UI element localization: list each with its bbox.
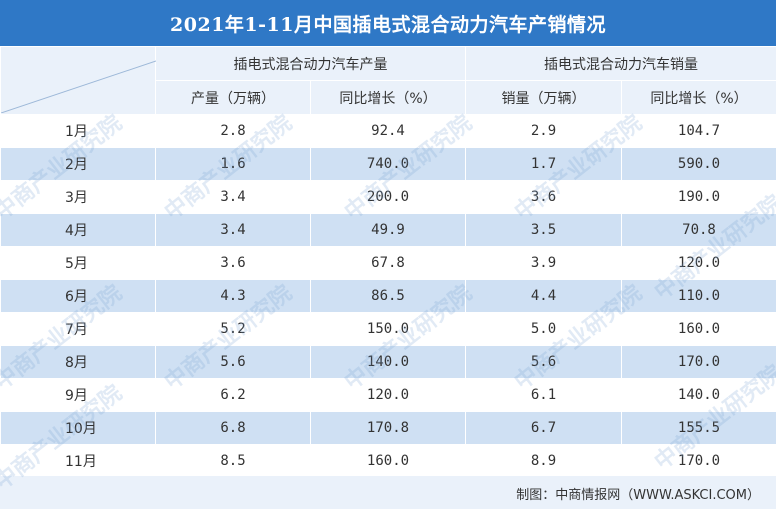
table-row: 3月 3.4 200.0 3.6 190.0 [0, 180, 776, 214]
sales-yoy-cell: 140.0 [621, 378, 776, 412]
sales-cell: 2.9 [465, 114, 622, 148]
page-title: 2021年1-11月中国插电式混合动力汽车产销情况 [170, 13, 606, 36]
sales-yoy-cell: 170.0 [621, 444, 776, 478]
sales-yoy-cell: 590.0 [621, 147, 776, 181]
sales-yoy-cell: 104.7 [621, 114, 776, 148]
table-row: 1月 2.8 92.4 2.9 104.7 [0, 114, 776, 148]
source-credit: 制图：中商情报网（WWW.ASKCI.COM） [516, 488, 760, 503]
table-row: 9月 6.2 120.0 6.1 140.0 [0, 378, 776, 412]
sales-column-header: 销量（万辆） [465, 80, 622, 115]
production-cell: 4.3 [155, 279, 311, 313]
sales-cell: 3.6 [465, 180, 622, 214]
sales-cell: 6.1 [465, 378, 622, 412]
table-row: 5月 3.6 67.8 3.9 120.0 [0, 246, 776, 280]
production-group-header: 插电式混合动力汽车产量 [155, 46, 466, 81]
footer: 制图：中商情报网（WWW.ASKCI.COM） [0, 476, 776, 509]
month-cell: 3月 [0, 180, 156, 214]
month-cell: 11月 [0, 444, 156, 478]
month-cell: 9月 [0, 378, 156, 412]
corner-diagonal [1, 60, 156, 113]
production-yoy-cell: 200.0 [310, 180, 466, 214]
title-bar: 2021年1-11月中国插电式混合动力汽车产销情况 [0, 0, 776, 46]
production-yoy-cell: 120.0 [310, 378, 466, 412]
sales-cell: 1.7 [465, 147, 622, 181]
table-row: 4月 3.4 49.9 3.5 70.8 [0, 213, 776, 247]
production-column-header: 产量（万辆） [155, 80, 311, 115]
month-cell: 1月 [0, 114, 156, 148]
production-yoy-cell: 150.0 [310, 312, 466, 346]
month-cell: 8月 [0, 345, 156, 379]
sales-yoy-cell: 160.0 [621, 312, 776, 346]
production-yoy-cell: 170.8 [310, 411, 466, 445]
sales-cell: 5.0 [465, 312, 622, 346]
corner-cell [0, 46, 156, 115]
production-yoy-cell: 740.0 [310, 147, 466, 181]
header-row-columns: 产量（万辆） 同比增长（%） 销量（万辆） 同比增长（%） [1, 80, 776, 115]
production-cell: 5.2 [155, 312, 311, 346]
sales-cell: 6.7 [465, 411, 622, 445]
sales-cell: 5.6 [465, 345, 622, 379]
header-row-groups: 插电式混合动力汽车产量 插电式混合动力汽车销量 [0, 46, 776, 115]
month-cell: 4月 [0, 213, 156, 247]
table-row: 10月 6.8 170.8 6.7 155.5 [0, 411, 776, 445]
sales-yoy-column-header: 同比增长（%） [621, 80, 776, 115]
sales-yoy-cell: 110.0 [621, 279, 776, 313]
production-cell: 1.6 [155, 147, 311, 181]
table-row: 6月 4.3 86.5 4.4 110.0 [0, 279, 776, 313]
production-yoy-column-header: 同比增长（%） [310, 80, 466, 115]
data-table: 插电式混合动力汽车产量 插电式混合动力汽车销量 产量（万辆） 同比增长（%） 销… [0, 46, 776, 478]
production-yoy-cell: 140.0 [310, 345, 466, 379]
sales-yoy-cell: 170.0 [621, 345, 776, 379]
table-row: 11月 8.5 160.0 8.9 170.0 [0, 444, 776, 478]
sales-yoy-cell: 70.8 [621, 213, 776, 247]
table-row: 7月 5.2 150.0 5.0 160.0 [0, 312, 776, 346]
production-yoy-cell: 49.9 [310, 213, 466, 247]
production-cell: 5.6 [155, 345, 311, 379]
month-cell: 2月 [0, 147, 156, 181]
month-cell: 10月 [0, 411, 156, 445]
production-yoy-cell: 92.4 [310, 114, 466, 148]
sales-yoy-cell: 120.0 [621, 246, 776, 280]
month-cell: 7月 [0, 312, 156, 346]
sales-cell: 3.5 [465, 213, 622, 247]
sales-group-header: 插电式混合动力汽车销量 [465, 46, 776, 81]
table-row: 2月 1.6 740.0 1.7 590.0 [0, 147, 776, 181]
production-cell: 6.2 [155, 378, 311, 412]
production-cell: 8.5 [155, 444, 311, 478]
production-cell: 6.8 [155, 411, 311, 445]
month-cell: 6月 [0, 279, 156, 313]
production-cell: 3.6 [155, 246, 311, 280]
table-row: 8月 5.6 140.0 5.6 170.0 [0, 345, 776, 379]
sales-yoy-cell: 190.0 [621, 180, 776, 214]
month-cell: 5月 [0, 246, 156, 280]
production-yoy-cell: 86.5 [310, 279, 466, 313]
sales-cell: 8.9 [465, 444, 622, 478]
production-cell: 3.4 [155, 213, 311, 247]
production-yoy-cell: 160.0 [310, 444, 466, 478]
production-yoy-cell: 67.8 [310, 246, 466, 280]
production-cell: 2.8 [155, 114, 311, 148]
sales-cell: 3.9 [465, 246, 622, 280]
sales-yoy-cell: 155.5 [621, 411, 776, 445]
production-cell: 3.4 [155, 180, 311, 214]
sales-cell: 4.4 [465, 279, 622, 313]
